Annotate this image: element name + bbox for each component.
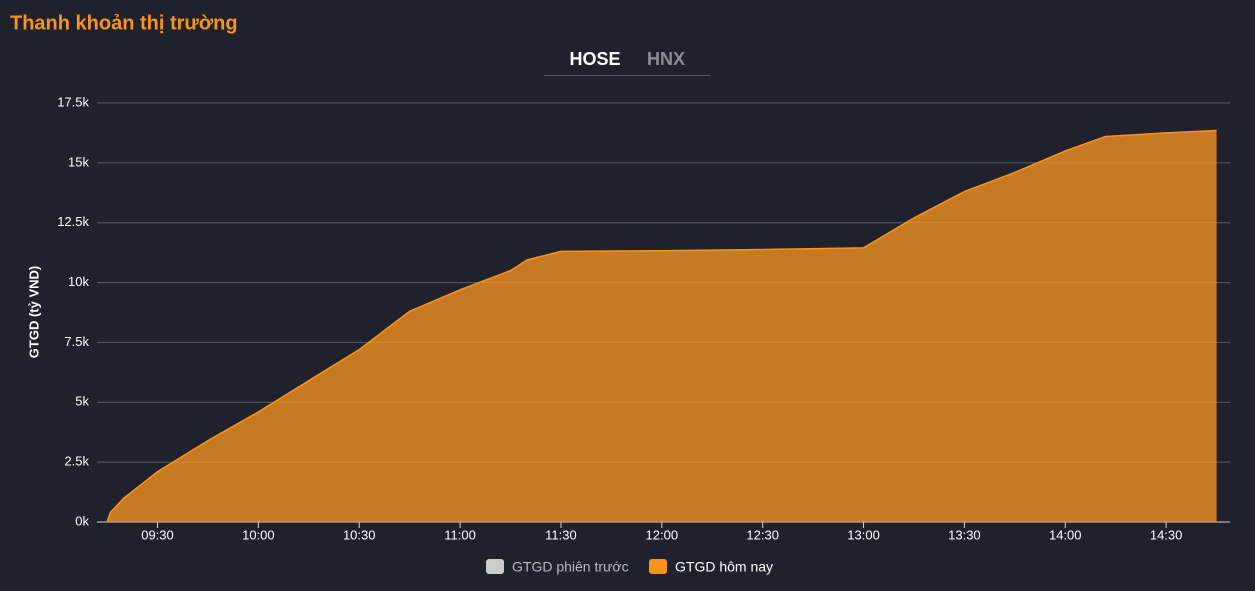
x-tick-label: 12:30 [746,527,779,542]
y-tick-label: 5k [75,394,89,409]
legend-swatch[interactable] [486,559,504,574]
area-line [106,129,1217,523]
x-tick-label: 11:30 [545,527,577,542]
area [107,130,1217,522]
x-tick-label: 10:30 [343,527,376,542]
y-tick-label: 12.5k [57,214,89,229]
y-tick-label: 0k [75,513,89,528]
x-tick-label: 11:00 [444,527,476,542]
x-tick-label: 13:30 [948,527,981,542]
y-tick-label: 10k [68,274,89,289]
y-tick-label: 2.5k [64,454,89,469]
tab[interactable]: HNX [647,49,685,69]
page-title: Thanh khoản thị trường [10,12,238,34]
x-tick-label: 13:00 [847,527,880,542]
x-tick-label: 14:30 [1150,527,1183,542]
tab[interactable]: HOSE [569,49,620,69]
x-tick-label: 09:30 [141,527,174,542]
legend-label[interactable]: GTGD hôm nay [675,559,773,575]
y-tick-label: 7.5k [64,334,89,349]
legend-label[interactable]: GTGD phiên trước [512,559,629,575]
y-tick-label: 17.5k [57,94,89,109]
y-axis-label: GTGD (tỷ VND) [26,266,41,358]
x-tick-label: 10:00 [242,527,275,542]
legend-swatch[interactable] [649,559,667,574]
x-tick-label: 14:00 [1049,527,1082,542]
x-tick-label: 12:00 [646,527,679,542]
y-tick-label: 15k [68,154,89,169]
